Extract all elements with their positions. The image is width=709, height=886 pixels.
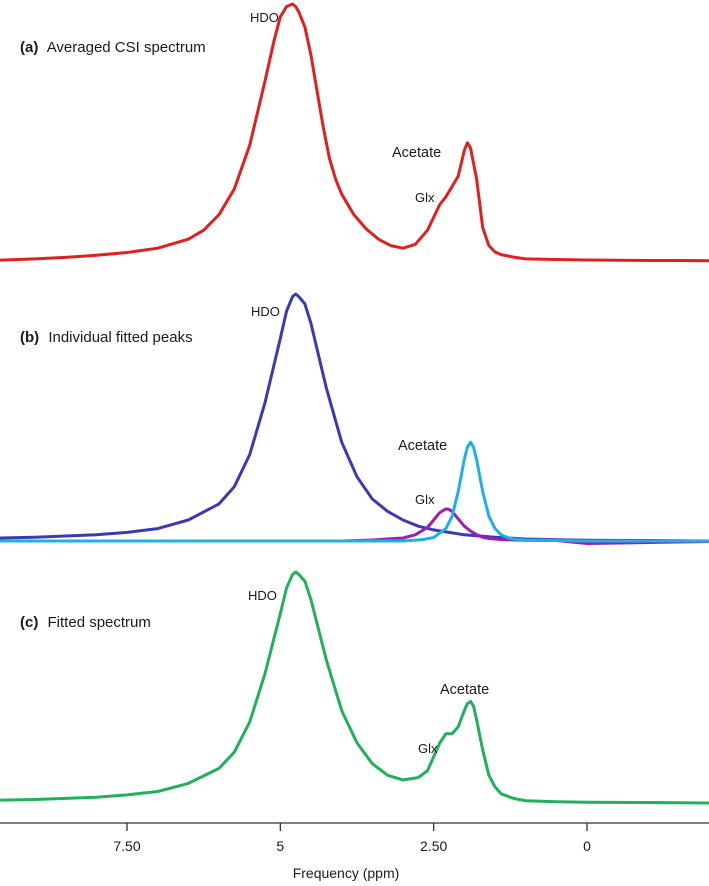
panel-c-series-line-0 xyxy=(0,570,709,805)
panel-b-series-line-1 xyxy=(0,507,709,545)
panel-a: HDO Acetate Glx (a) Averaged CSI spectru… xyxy=(0,2,709,263)
x-axis-tick-label: 2.50 xyxy=(420,838,447,854)
x-axis-tick-label: 5 xyxy=(276,838,284,854)
annotation-acetate-b: Acetate xyxy=(398,438,447,454)
annotation-hdo-a: HDO xyxy=(250,10,279,25)
panel-c-letter: (c) xyxy=(20,614,38,631)
panel-c-series xyxy=(0,570,709,805)
panel-b-series xyxy=(0,292,709,545)
annotation-acetate-a: Acetate xyxy=(392,145,441,161)
x-axis: 7.50 5 2.50 0 Frequency (ppm) xyxy=(0,822,709,881)
annotation-glx-b: Glx xyxy=(415,492,435,507)
annotation-glx-a: Glx xyxy=(415,190,435,205)
panel-b-title-text: Individual fitted peaks xyxy=(48,329,192,346)
panel-c: HDO Acetate Glx (c) Fitted spectrum xyxy=(0,570,709,805)
panel-c-annotations: HDO Acetate Glx xyxy=(248,588,489,756)
panel-a-annotations: HDO Acetate Glx xyxy=(250,10,441,205)
annotation-glx-c: Glx xyxy=(418,741,438,756)
x-axis-tick-label: 0 xyxy=(583,838,591,854)
panel-a-series-line-0 xyxy=(0,2,709,263)
panel-b-letter: (b) xyxy=(20,329,39,346)
x-axis-tick-label: 7.50 xyxy=(113,838,140,854)
panel-b-title: (b) Individual fitted peaks xyxy=(20,329,193,346)
panel-a-letter: (a) xyxy=(20,39,38,56)
annotation-hdo-c: HDO xyxy=(248,588,277,603)
panel-a-title-text: Averaged CSI spectrum xyxy=(47,39,206,56)
panel-c-title: (c) Fitted spectrum xyxy=(20,614,151,631)
panel-b-annotations: HDO Acetate Glx xyxy=(251,304,447,507)
panel-a-title: (a) Averaged CSI spectrum xyxy=(20,39,206,56)
x-axis-tick-labels: 7.50 5 2.50 0 xyxy=(113,838,591,854)
x-axis-ticks xyxy=(126,823,588,831)
panel-c-title-text: Fitted spectrum xyxy=(48,614,151,631)
panel-b-series-line-2 xyxy=(0,440,709,543)
panel-b: HDO Acetate Glx (b) Individual fitted pe… xyxy=(0,292,709,545)
annotation-acetate-c: Acetate xyxy=(440,682,489,698)
panel-a-series xyxy=(0,2,709,263)
annotation-hdo-b: HDO xyxy=(251,304,280,319)
x-axis-title: Frequency (ppm) xyxy=(293,865,400,881)
